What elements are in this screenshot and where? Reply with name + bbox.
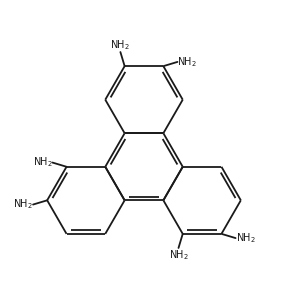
Text: NH$_2$: NH$_2$ bbox=[236, 231, 255, 245]
Text: NH$_2$: NH$_2$ bbox=[168, 248, 188, 262]
Text: NH$_2$: NH$_2$ bbox=[111, 38, 130, 52]
Text: NH$_2$: NH$_2$ bbox=[33, 156, 52, 170]
Text: NH$_2$: NH$_2$ bbox=[177, 55, 197, 69]
Text: NH$_2$: NH$_2$ bbox=[13, 198, 33, 212]
